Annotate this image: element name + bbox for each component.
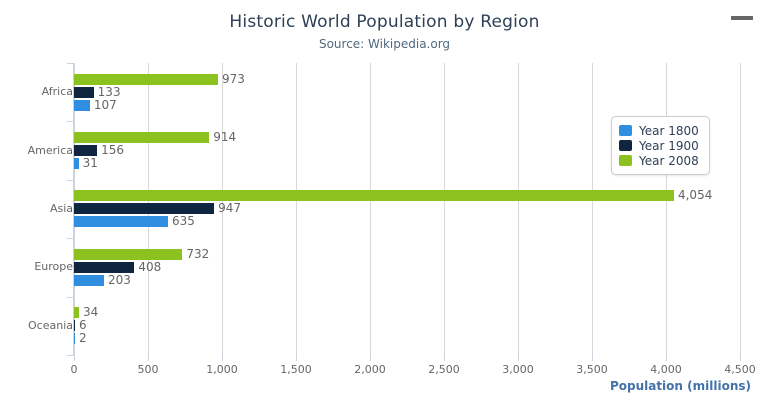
y-axis-category-label: Oceania <box>28 318 73 332</box>
x-tick-2500 <box>444 355 445 361</box>
x-tick-label: 3,000 <box>502 363 534 376</box>
hamburger-menu-icon[interactable] <box>731 15 755 35</box>
bar-america-year-1800[interactable] <box>74 158 79 170</box>
x-tick-label: 1,000 <box>206 363 238 376</box>
gridline-3000 <box>518 63 519 355</box>
x-tick-2000 <box>370 355 371 361</box>
gridline-1000 <box>222 63 223 355</box>
y-category-tick <box>67 238 74 240</box>
legend-item-label: Year 2008 <box>639 153 699 168</box>
x-tick-0 <box>74 355 75 361</box>
y-axis-category-label: America <box>27 143 73 157</box>
legend-swatch-icon <box>619 155 632 166</box>
x-tick-label: 2,500 <box>428 363 460 376</box>
x-tick-label: 4,500 <box>724 363 756 376</box>
bar-asia-year-2008[interactable] <box>74 190 674 202</box>
bar-africa-year-1800[interactable] <box>74 99 90 111</box>
bar-group-america: America 914 156 31 <box>28 121 740 179</box>
x-tick-3500 <box>592 355 593 361</box>
gridline-2500 <box>444 63 445 355</box>
legend-item-label: Year 1800 <box>639 123 699 138</box>
gridline-1500 <box>296 63 297 355</box>
y-category-tick <box>67 121 74 123</box>
x-tick-1000 <box>222 355 223 361</box>
bar-value-label: 203 <box>108 272 131 287</box>
y-category-tick <box>67 296 74 298</box>
bar-europe-year-1900[interactable] <box>74 261 135 273</box>
y-category-tick <box>67 355 74 356</box>
chart-subtitle: Source: Wikipedia.org <box>318 37 451 51</box>
x-tick-label: 2,000 <box>354 363 386 376</box>
y-axis-category-label: Asia <box>49 201 73 215</box>
x-tick-label: 3,500 <box>576 363 608 376</box>
bar-oceania-year-2008[interactable] <box>74 307 80 319</box>
bar-europe-year-1800[interactable] <box>74 274 105 286</box>
x-tick-1500 <box>296 355 297 361</box>
bar-group-africa: Africa 973 133 107 <box>42 63 740 121</box>
bar-africa-year-1900[interactable] <box>74 86 94 98</box>
page-title: Historic World Population by Region <box>229 12 540 32</box>
bar-group-europe: Europe 732 408 203 <box>34 238 740 296</box>
bar-value-label: 635 <box>171 214 195 229</box>
bar-value-label: 947 <box>218 201 242 216</box>
y-category-tick <box>67 63 74 64</box>
x-tick-label: 4,000 <box>650 363 682 376</box>
hamburger-bar-3 <box>731 16 753 20</box>
bar-europe-year-2008[interactable] <box>74 248 183 260</box>
bar-value-label: 2 <box>79 331 87 346</box>
x-tick-500 <box>148 355 149 361</box>
legend-swatch-icon <box>619 125 632 136</box>
legend[interactable]: Year 1800 Year 1900 Year 2008 <box>611 116 710 175</box>
bar-africa-year-2008[interactable] <box>74 73 218 85</box>
plot-area: 0 500 1,000 1,500 2,000 2,500 3,000 3,500 4,000 4… <box>28 63 756 376</box>
bar-value-label: 31 <box>82 156 98 171</box>
legend-item-label: Year 1900 <box>639 138 699 153</box>
y-axis-category-label: Africa <box>41 85 73 99</box>
y-category-tick <box>67 179 74 181</box>
bar-oceania-year-1900[interactable] <box>74 320 75 332</box>
bar-value-label: 156 <box>101 143 124 158</box>
gridline-4000 <box>666 63 667 355</box>
bar-asia-year-1800[interactable] <box>74 216 168 228</box>
x-tick-4500 <box>740 355 741 361</box>
gridline-2000 <box>370 63 371 355</box>
bar-value-label: 6 <box>79 318 87 333</box>
bar-america-year-2008[interactable] <box>74 132 210 144</box>
y-axis-line <box>73 63 74 355</box>
x-tick-label: 1,500 <box>280 363 312 376</box>
gridline-4500 <box>740 63 741 355</box>
x-tick-3000 <box>518 355 519 361</box>
y-axis-category-label: Europe <box>34 260 73 274</box>
gridline-3500 <box>592 63 593 355</box>
bar-group-oceania: Oceania 34 6 2 <box>28 297 740 355</box>
bar-value-label: 973 <box>222 71 245 86</box>
x-tick-label: 0 <box>70 363 78 376</box>
bar-value-label: 34 <box>83 305 99 320</box>
bar-value-label: 732 <box>186 246 210 261</box>
bar-value-label: 408 <box>138 259 162 274</box>
legend-item-year-1900[interactable]: Year 1900 <box>619 138 699 153</box>
bar-group-asia: Asia 4,054 947 635 <box>50 180 740 238</box>
bar-value-label: 107 <box>93 97 117 112</box>
bar-asia-year-1900[interactable] <box>74 203 215 215</box>
bar-value-label: 914 <box>213 130 237 145</box>
x-axis-title: Population (millions) <box>609 379 751 393</box>
bar-value-label: 4,054 <box>677 188 713 203</box>
bar-value-label: 133 <box>97 84 121 99</box>
bar-america-year-1900[interactable] <box>74 145 98 157</box>
legend-item-year-1800[interactable]: Year 1800 <box>619 123 699 138</box>
x-tick-4000 <box>666 355 667 361</box>
x-tick-label: 500 <box>137 363 159 376</box>
legend-swatch-icon <box>619 140 632 151</box>
bar-oceania-year-1800[interactable] <box>74 333 75 345</box>
legend-item-year-2008[interactable]: Year 2008 <box>619 153 699 168</box>
